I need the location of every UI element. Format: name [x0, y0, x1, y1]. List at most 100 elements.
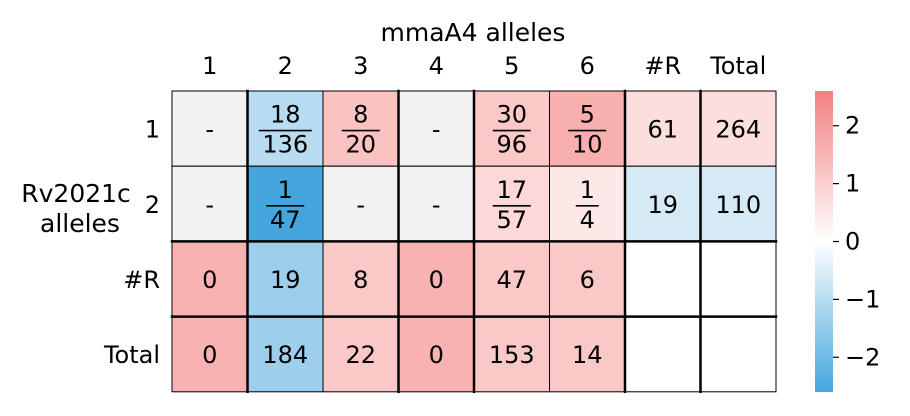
column-label-rr: #R	[644, 52, 681, 80]
column-label-5: 5	[504, 52, 519, 80]
fraction-denominator: 57	[496, 206, 527, 234]
cell-background	[624, 316, 701, 393]
fraction-denominator: 20	[345, 131, 376, 159]
heatmap-cell-rrr-c2: 19	[247, 240, 324, 318]
heatmap-cell-r1-c4: -	[398, 90, 475, 167]
heatmap-cell-rtotal-c2: 184	[247, 316, 324, 393]
cell-value: -	[205, 116, 214, 144]
heatmap-cell-rrr-c6: 6	[549, 240, 626, 318]
cell-value: 0	[202, 341, 217, 369]
cell-value: 0	[429, 341, 444, 369]
column-label-4: 4	[429, 52, 444, 80]
cell-background	[624, 240, 701, 318]
cell-background	[473, 90, 550, 167]
chart-title: mmaA4 alleles	[381, 18, 566, 47]
fraction-numerator: 18	[270, 101, 301, 129]
y-axis-label-line-2: alleles	[40, 209, 120, 238]
cell-background	[322, 165, 399, 242]
heatmap-cell-r1-c3: 820	[322, 90, 399, 167]
heatmap-cell-rtotal-c6: 14	[549, 316, 626, 393]
heatmap-cell-r2-ctotal: 110	[700, 165, 777, 242]
heatmap-cell-rtotal-crr	[624, 316, 701, 393]
row-labels: 1 2 #R Total	[103, 116, 160, 370]
heatmap-cell-rrr-c4: 0	[398, 240, 475, 318]
heatmap-cell-r2-c1: -	[171, 165, 248, 242]
heatmap-dividers	[170, 89, 778, 394]
row-label-total: Total	[103, 341, 160, 369]
column-labels: 1 2 3 4 5 6 #R Total	[202, 52, 766, 80]
cell-background	[549, 316, 626, 393]
colorbar: 2 1 0 −1 −2	[815, 91, 880, 392]
cell-value: -	[356, 191, 365, 219]
fraction-numerator: 1	[278, 176, 293, 204]
fraction-numerator: 8	[353, 101, 368, 129]
heatmap-cell-rrr-ctotal	[700, 240, 777, 318]
cell-value: 19	[647, 191, 678, 219]
column-label-2: 2	[278, 52, 293, 80]
heatmap-cell-r2-c4: -	[398, 165, 475, 242]
column-label-3: 3	[353, 52, 368, 80]
heatmap-cell-rtotal-c1: 0	[171, 316, 248, 393]
heatmap-cell-r2-c3: -	[322, 165, 399, 242]
row-label-2: 2	[145, 191, 160, 219]
colorbar-tick-label: −2	[845, 343, 880, 371]
cell-background	[473, 240, 550, 318]
heatmap-cell-rrr-c3: 8	[322, 240, 399, 318]
cell-background	[247, 240, 324, 318]
heatmap-cell-rrr-c5: 47	[473, 240, 550, 318]
heatmap-cell-r1-crr: 61	[624, 90, 701, 167]
cell-background	[700, 165, 777, 242]
fraction-denominator: 10	[572, 131, 603, 159]
row-label-1: 1	[145, 116, 160, 144]
heatmap-cell-r1-c6: 510	[549, 90, 626, 167]
cell-value: 184	[262, 341, 308, 369]
y-axis-label: Rv2021c alleles	[21, 179, 139, 238]
cell-background	[247, 90, 324, 167]
fraction-numerator: 30	[496, 101, 527, 129]
cell-value: -	[205, 191, 214, 219]
y-axis-label-line-1: Rv2021c	[21, 179, 131, 208]
cell-background	[700, 316, 777, 393]
colorbar-bar	[815, 91, 833, 392]
cell-value: 14	[572, 341, 603, 369]
heatmap-cell-rtotal-c5: 153	[473, 316, 550, 393]
colorbar-tick-label: −1	[845, 285, 880, 313]
cell-value: -	[432, 191, 441, 219]
cell-value: 153	[489, 341, 535, 369]
cell-value: 8	[353, 266, 368, 294]
cell-background	[171, 90, 248, 167]
heatmap-cell-rrr-c1: 0	[171, 240, 248, 318]
cell-value: 110	[715, 191, 761, 219]
fraction-denominator: 4	[580, 206, 595, 234]
colorbar-tick-label: 2	[845, 112, 860, 140]
cell-value: 264	[715, 116, 761, 144]
cell-value: 0	[202, 266, 217, 294]
cell-background	[700, 240, 777, 318]
column-label-1: 1	[202, 52, 217, 80]
colorbar-tick-label: 0	[845, 228, 860, 256]
cell-background	[398, 316, 475, 393]
cell-background	[624, 165, 701, 242]
cell-value: 19	[270, 266, 301, 294]
row-label-rr: #R	[123, 266, 160, 294]
cell-background	[549, 90, 626, 167]
column-label-6: 6	[580, 52, 595, 80]
heatmap-cell-r1-c1: -	[171, 90, 248, 167]
heatmap-cell-rrr-crr	[624, 240, 701, 318]
cell-background	[549, 165, 626, 242]
cell-background	[624, 90, 701, 167]
fraction-denominator: 96	[496, 131, 527, 159]
heatmap-cell-r2-crr: 19	[624, 165, 701, 242]
cell-background	[398, 165, 475, 242]
heatmap-cell-rtotal-c3: 22	[322, 316, 399, 393]
fraction-numerator: 1	[580, 176, 595, 204]
cell-value: -	[432, 116, 441, 144]
fraction-numerator: 17	[496, 176, 527, 204]
cell-background	[473, 316, 550, 393]
cell-value: 61	[647, 116, 678, 144]
cell-background	[171, 316, 248, 393]
cell-value: 47	[496, 266, 527, 294]
